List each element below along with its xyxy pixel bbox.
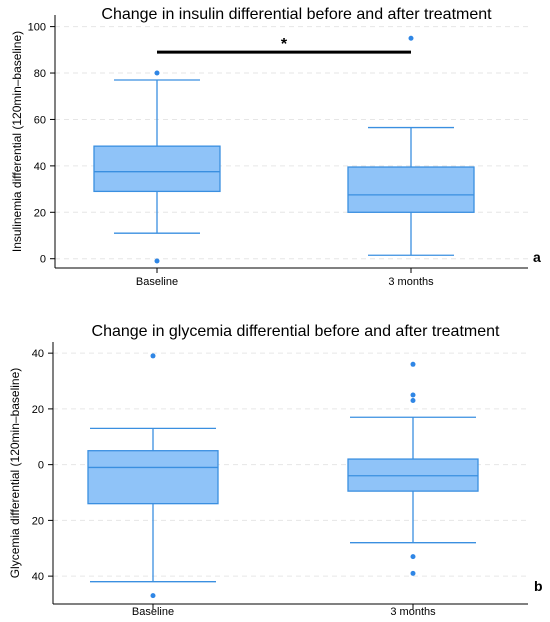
y-axis-label: Insulinemia differential (120min–baselin… — [10, 31, 24, 252]
y-tick-label: 20 — [34, 207, 46, 219]
y-tick-label: 20 — [32, 404, 44, 416]
box-3-months — [347, 35, 475, 256]
y-tick-label: 60 — [34, 114, 46, 126]
box-baseline — [93, 70, 221, 264]
box-baseline — [87, 353, 219, 599]
y-axis-label: Glycemia differential (120min–baseline) — [8, 368, 22, 579]
outlier-point — [150, 353, 156, 359]
y-tick-label: 40 — [32, 348, 44, 360]
outlier-point — [154, 70, 160, 76]
y-tick-label: 40 — [34, 161, 46, 173]
panel-label: b — [534, 578, 543, 594]
chart-title: Change in insulin differential before an… — [101, 6, 492, 23]
outlier-point — [410, 554, 416, 560]
panel-label: a — [533, 249, 541, 265]
outlier-point — [410, 398, 416, 404]
outlier-point — [410, 570, 416, 576]
y-tick-label: 100 — [28, 22, 46, 34]
iqr-box — [93, 145, 221, 193]
x-tick-label: 3 months — [388, 276, 434, 288]
outlier-point — [410, 361, 416, 367]
chart-panel-b: Change in glycemia differential before a… — [8, 323, 543, 618]
outlier-point — [410, 392, 416, 398]
x-tick-label: Baseline — [132, 606, 174, 618]
y-tick-label: 80 — [34, 68, 46, 80]
iqr-box — [87, 450, 219, 505]
y-tick-label: 20 — [32, 515, 44, 527]
chart-title: Change in glycemia differential before a… — [92, 323, 501, 340]
y-tick-label: 0 — [40, 254, 46, 266]
iqr-box — [347, 458, 479, 492]
outlier-point — [408, 35, 414, 41]
outlier-point — [150, 593, 156, 599]
outlier-point — [154, 258, 160, 264]
x-tick-label: 3 months — [390, 606, 436, 618]
x-tick-label: Baseline — [136, 276, 178, 288]
box-3-months — [347, 361, 479, 576]
y-tick-label: 40 — [32, 571, 44, 583]
y-tick-label: 0 — [38, 460, 44, 472]
significance-star: * — [281, 36, 288, 53]
iqr-box — [347, 166, 475, 213]
chart-panel-a: Change in insulin differential before an… — [10, 6, 541, 288]
